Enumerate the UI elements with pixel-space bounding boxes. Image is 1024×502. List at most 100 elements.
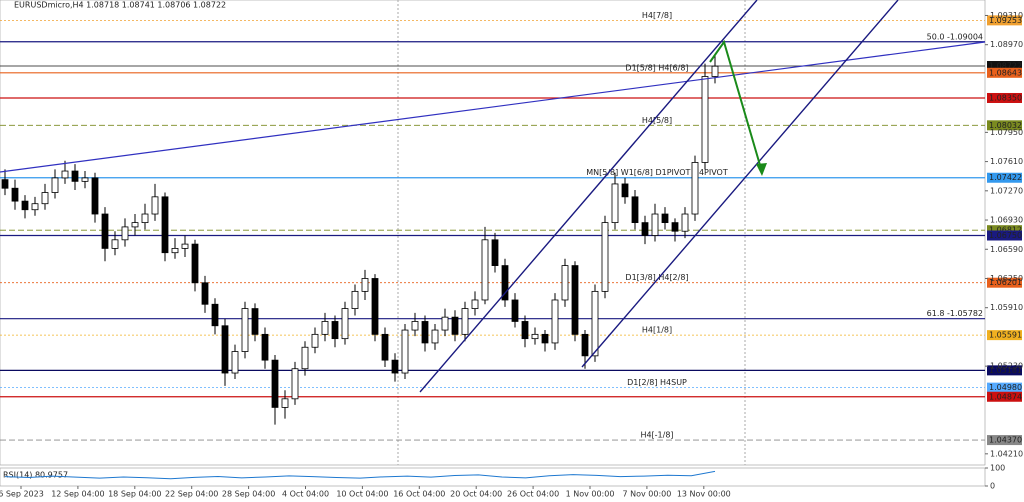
price-tag-label: 1.08350 bbox=[989, 93, 1022, 102]
candle-body bbox=[41, 192, 49, 205]
candle-body bbox=[331, 321, 339, 340]
price-tag bbox=[987, 92, 1022, 103]
price-tag bbox=[987, 230, 1022, 241]
price-tag-label: 1.05181 bbox=[989, 366, 1022, 375]
x-tick-label: 7 Nov 00:00 bbox=[622, 490, 671, 499]
candle-body bbox=[341, 308, 349, 340]
x-tick-label: 4 Oct 04:00 bbox=[282, 490, 329, 499]
candle-body bbox=[111, 239, 119, 249]
candle-body bbox=[101, 213, 109, 249]
x-tick-label: 6 Sep 2023 bbox=[0, 490, 44, 499]
x-tick-label: 18 Sep 04:00 bbox=[108, 490, 161, 499]
candle-body bbox=[491, 239, 499, 266]
candle-body bbox=[291, 368, 299, 400]
x-tick-label: 28 Sep 04:00 bbox=[222, 490, 275, 499]
x-tick-label: 10 Oct 04:00 bbox=[336, 490, 388, 499]
price-tag bbox=[987, 225, 1022, 236]
candle-body bbox=[351, 290, 359, 309]
price-tag bbox=[987, 365, 1022, 376]
candle-body bbox=[651, 213, 659, 236]
candle-body bbox=[381, 333, 389, 361]
candle-body bbox=[61, 170, 69, 179]
level-text: D1[3/8] H4[2/8] bbox=[625, 273, 688, 282]
candle-body bbox=[431, 329, 439, 344]
candle-body bbox=[211, 303, 219, 327]
chart-title: EURUSDmicro,H4 1.08718 1.08741 1.08706 1… bbox=[14, 1, 226, 10]
rsi-tick-label: 100 bbox=[990, 464, 1005, 473]
candle-body bbox=[621, 183, 629, 198]
candle-body bbox=[481, 239, 489, 301]
candle-body bbox=[231, 351, 239, 374]
candle-body bbox=[611, 183, 619, 224]
price-tag-label: 1.06201 bbox=[989, 278, 1022, 287]
candle-body bbox=[271, 359, 279, 408]
y-tick-label: 1.07270 bbox=[990, 186, 1023, 195]
candle-body bbox=[281, 398, 289, 408]
candle-body bbox=[561, 265, 569, 301]
level-text: H4[1/8] bbox=[642, 326, 672, 335]
candle-body bbox=[181, 243, 189, 249]
candle-body bbox=[521, 321, 529, 340]
forecast-arrow bbox=[709, 39, 763, 173]
price-tag-label: 1.04370 bbox=[989, 436, 1022, 445]
price-tag-label: 1.05591 bbox=[989, 331, 1022, 340]
price-tag-label: 1.06750 bbox=[989, 231, 1022, 240]
price-tag-label: 1.08643 bbox=[989, 68, 1022, 77]
candle-body bbox=[251, 308, 259, 335]
price-tag bbox=[987, 67, 1022, 78]
price-tag bbox=[987, 277, 1022, 288]
candle-body bbox=[121, 226, 129, 241]
x-tick-label: 12 Sep 04:00 bbox=[51, 490, 104, 499]
candle-body bbox=[221, 325, 229, 374]
channel-upper bbox=[419, 0, 758, 393]
price-tag-label: 1.09253 bbox=[989, 16, 1022, 25]
price-tag-label: 1.04874 bbox=[989, 392, 1022, 401]
level-text: H4[5/8] bbox=[642, 116, 672, 125]
candle-body bbox=[171, 248, 179, 254]
candle-body bbox=[241, 308, 249, 352]
y-tick-label: 1.06930 bbox=[990, 216, 1023, 225]
candle-body bbox=[11, 187, 19, 202]
y-tick-label: 1.06590 bbox=[990, 245, 1023, 254]
candle-body bbox=[471, 299, 479, 309]
x-tick-label: 26 Oct 04:00 bbox=[507, 490, 559, 499]
candle-body bbox=[641, 222, 649, 236]
price-tag-label: 1.07422 bbox=[989, 173, 1022, 182]
candle-body bbox=[81, 177, 89, 182]
candle-body bbox=[711, 65, 719, 77]
level-text: MN[5/8] W1[6/8] D1PIVOT H4PIVOT bbox=[586, 168, 728, 177]
level-text: D1[5/8] H4[6/8] bbox=[625, 63, 688, 72]
candle-body bbox=[571, 265, 579, 335]
candle-body bbox=[511, 299, 519, 322]
price-tag-label: 1.08722 bbox=[989, 62, 1022, 71]
candle-body bbox=[161, 196, 169, 254]
candle-body bbox=[311, 333, 319, 348]
price-tag bbox=[987, 120, 1022, 131]
candle-body bbox=[131, 222, 139, 228]
candle-body bbox=[321, 321, 329, 335]
price-tag bbox=[987, 330, 1022, 341]
candle-body bbox=[531, 333, 539, 340]
rsi-panel bbox=[0, 467, 986, 487]
candle-body bbox=[461, 308, 469, 335]
candle-body bbox=[601, 222, 609, 292]
candle-body bbox=[21, 200, 29, 211]
level-label: 61.8 -1.05782 bbox=[927, 309, 983, 318]
candle-body bbox=[391, 359, 399, 374]
candle-body bbox=[31, 203, 39, 211]
candle-body bbox=[661, 213, 669, 224]
candle-body bbox=[1, 179, 9, 189]
price-tag-label: 1.06812 bbox=[989, 226, 1022, 235]
x-tick-label: 20 Oct 04:00 bbox=[450, 490, 502, 499]
candle-body bbox=[631, 196, 639, 224]
candle-body bbox=[441, 316, 449, 331]
level-text: D1[2/8] H4SUP bbox=[627, 378, 687, 387]
candle-body bbox=[681, 213, 689, 232]
candle-body bbox=[51, 177, 59, 193]
candle-body bbox=[671, 222, 679, 232]
candle-body bbox=[691, 162, 699, 215]
y-tick-label: 1.09310 bbox=[990, 11, 1023, 20]
candle-body bbox=[261, 333, 269, 361]
level-label: 50.0 -1.09004 bbox=[927, 32, 983, 41]
price-tag-label: 1.08032 bbox=[989, 121, 1022, 130]
